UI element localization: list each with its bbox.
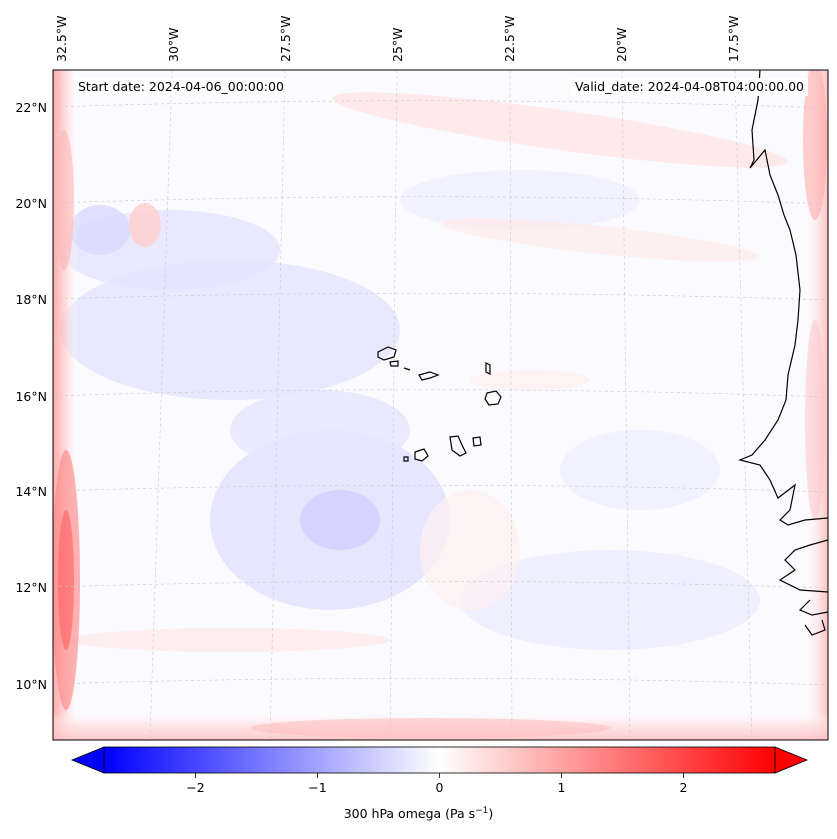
- colorbar-min-extension: [70, 746, 105, 774]
- coastline: [377, 70, 828, 636]
- colorbar-max-extension: [774, 746, 809, 774]
- lon-label: 32.5°W: [54, 16, 69, 62]
- colorbar-tick-label: 2: [680, 780, 688, 795]
- lon-label: 20°W: [614, 27, 629, 62]
- island-sao-vicente: [389, 360, 399, 367]
- colorbar-label: 300 hPa omega (Pa s−1): [0, 806, 837, 821]
- island-maio: [472, 436, 482, 447]
- lat-label: 12°N: [15, 580, 47, 595]
- omega-field: [53, 70, 828, 740]
- island-santo-antao: [377, 346, 397, 361]
- valid-date-label: Valid_date: 2024-04-08T04:00:00.00: [570, 78, 808, 96]
- lon-label: 30°W: [166, 27, 181, 62]
- island-santiago: [449, 435, 467, 457]
- lat-label: 22°N: [15, 100, 47, 115]
- colorbar-label-main: 300 hPa omega (Pa s: [343, 806, 476, 822]
- island-boa-vista: [484, 390, 502, 406]
- colorbar-label-exponent: −1: [475, 806, 489, 816]
- colorbar-gradient: [103, 746, 776, 774]
- latitude-labels: 22°N 20°N 18°N 16°N 14°N 12°N 10°N: [15, 100, 47, 692]
- lon-label: 25°W: [390, 27, 405, 62]
- lat-label: 10°N: [15, 677, 47, 692]
- island-sal: [485, 362, 491, 375]
- island-santa-luzia: [403, 367, 411, 371]
- lon-label: 17.5°W: [726, 16, 741, 62]
- island-brava: [403, 456, 409, 462]
- island-fogo: [414, 448, 429, 462]
- colorbar-tick-label: −2: [186, 780, 204, 795]
- lon-label: 22.5°W: [502, 16, 517, 62]
- colorbar-tick-label: −1: [308, 780, 326, 795]
- start-date-label: Start date: 2024-04-06_00:00:00: [74, 78, 288, 96]
- lat-label: 16°N: [15, 389, 47, 404]
- colorbar: −2 −1 0 1 2: [70, 746, 809, 795]
- colorbar-label-close: ): [488, 806, 494, 822]
- lat-label: 20°N: [15, 196, 47, 211]
- colorbar-ticks: −2 −1 0 1 2: [186, 773, 687, 795]
- graticule: [53, 70, 828, 740]
- africa-coast: [738, 70, 828, 636]
- longitude-labels: 32.5°W 30°W 27.5°W 25°W 22.5°W 20°W 17.5…: [54, 16, 741, 62]
- map-frame: [52, 69, 829, 741]
- colorbar-tick-label: 0: [436, 780, 444, 795]
- lat-label: 18°N: [15, 292, 47, 307]
- lat-label: 14°N: [15, 484, 47, 499]
- lon-label: 27.5°W: [278, 16, 293, 62]
- colorbar-tick-label: 1: [558, 780, 566, 795]
- island-sao-nicolau: [418, 371, 440, 381]
